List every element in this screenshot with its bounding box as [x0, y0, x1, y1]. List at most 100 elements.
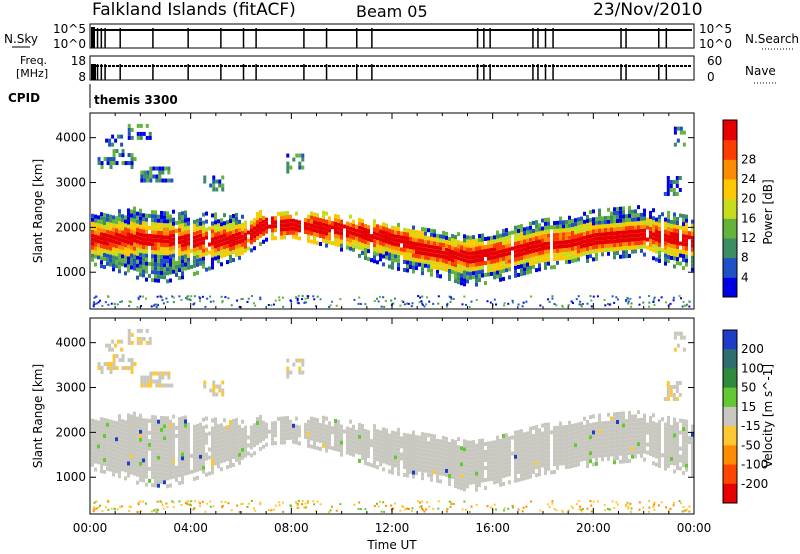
velocity-cell [352, 444, 355, 449]
velocity-cell [541, 455, 544, 460]
velocity-cell [334, 438, 337, 443]
power-cell [502, 268, 505, 273]
power-cell [388, 240, 391, 245]
velocity-cell [454, 472, 457, 477]
velocity-cell [643, 433, 646, 438]
power-cell [136, 231, 139, 236]
power-cell [178, 216, 181, 221]
velocity-cell [499, 438, 502, 443]
power-noise [156, 303, 159, 306]
velocity-cell [646, 426, 649, 431]
velocity-cell [211, 438, 214, 443]
power-noise [227, 297, 230, 300]
power-cell [394, 258, 397, 263]
power-cell [202, 240, 205, 245]
velocity-cell [217, 460, 220, 465]
power-cell [217, 255, 220, 260]
power-cell [496, 234, 499, 239]
power-cell [199, 245, 202, 250]
power-cell [394, 250, 397, 255]
power-cell [475, 250, 478, 255]
power-cell [412, 261, 415, 266]
power-cell [262, 215, 265, 220]
velocity-cell [526, 467, 529, 472]
velocity-cell [433, 434, 436, 439]
power-cell [610, 219, 613, 224]
power-cell [430, 272, 433, 277]
power-cell [295, 231, 298, 236]
velocity-cell [613, 428, 616, 433]
velocity-cell [460, 446, 463, 451]
velocity-cell [589, 455, 592, 460]
velocity-cell [577, 438, 580, 443]
power-noise [411, 302, 414, 305]
velocity-cell [142, 426, 145, 431]
velocity-cell [532, 469, 535, 474]
freq-start-block [91, 64, 96, 80]
power-cell [682, 222, 685, 227]
velocity-cell [250, 429, 253, 434]
velocity-noise [511, 504, 514, 507]
power-cell [658, 258, 661, 263]
power-cell [406, 256, 409, 261]
power-cell [127, 268, 130, 273]
velocity-cell [622, 459, 625, 464]
power-cell [589, 222, 592, 227]
velocity-cell [211, 430, 214, 435]
velocity-cell [544, 426, 547, 431]
power-cell [487, 272, 490, 277]
power-cell [130, 225, 133, 230]
velocity-noise [521, 510, 524, 513]
power-cell [103, 236, 106, 241]
power-cell [619, 234, 622, 239]
power-cell [121, 230, 124, 235]
velocity-cell [154, 427, 157, 432]
velocity-cell [415, 459, 418, 464]
power-cell [535, 240, 538, 245]
power-cell [163, 231, 166, 236]
power-cell [124, 251, 127, 256]
power-cell [184, 222, 187, 227]
power-cell [538, 227, 541, 232]
power-cell [448, 272, 451, 277]
velocity-cell [523, 464, 526, 469]
velocity-cell [457, 477, 460, 482]
power-cell [337, 234, 340, 239]
velocity-cell [502, 433, 505, 438]
power-cell [631, 249, 634, 254]
velocity-cell [628, 426, 631, 431]
power-cell [676, 245, 679, 250]
velocity-cell [211, 442, 214, 447]
velocity-cell [685, 459, 688, 464]
velocity-cell [382, 455, 385, 460]
power-cell [691, 267, 694, 272]
velocity-cell [430, 473, 433, 478]
velocity-cell [538, 452, 541, 457]
power-cell [148, 241, 151, 246]
power-cell [541, 242, 544, 247]
power-cell [622, 214, 625, 219]
power-cell [136, 223, 139, 228]
velocity-cell [172, 450, 175, 455]
power-cell [271, 228, 274, 233]
velocity-cell [622, 431, 625, 436]
velocity-cell [139, 433, 142, 438]
power-cell [211, 261, 214, 266]
velocity-cell [340, 444, 343, 449]
power-cell [151, 254, 154, 259]
power-cell [355, 240, 358, 245]
power-cell [421, 267, 424, 272]
nsearch-label: N.Search [745, 32, 799, 46]
velocity-cell [151, 463, 154, 468]
velocity-cell [235, 457, 238, 462]
velocity-cell [271, 421, 274, 426]
power-cell [118, 153, 122, 158]
velocity-cell [212, 392, 216, 397]
velocity-cell [152, 379, 156, 384]
velocity-cell [628, 434, 631, 439]
velocity-noise [209, 505, 212, 508]
power-cell [478, 262, 481, 267]
power-noise [373, 300, 376, 303]
velocity-cell [559, 449, 562, 454]
velocity-cell [430, 469, 433, 474]
